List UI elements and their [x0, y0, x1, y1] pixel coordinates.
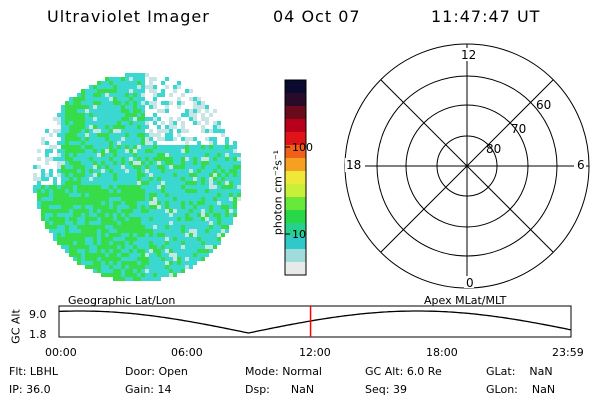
colorbar-tick-10: 10	[292, 228, 306, 241]
timeline-left-label: Geographic Lat/Lon	[68, 294, 176, 307]
altitude-curve	[58, 310, 572, 334]
status-gc-alt: GC Alt: 6.0 Re	[365, 365, 442, 378]
timeline-x-tick-1200: 12:00	[299, 346, 331, 359]
altitude-timeline	[58, 305, 572, 338]
mlt-label-18: 18	[346, 158, 361, 172]
polar-grid: 12 18 6 0 60 70 80	[344, 43, 590, 290]
instrument-title: Ultraviolet Imager	[47, 7, 210, 26]
lat-label-70: 70	[511, 122, 526, 136]
timeline-y-tick-max: 9.0	[29, 308, 47, 321]
status-dsp: Dsp: NaN	[245, 383, 315, 396]
timeline-x-tick-0600: 06:00	[171, 346, 203, 359]
lat-label-60: 60	[536, 98, 551, 112]
timeline-x-tick-1800: 18:00	[426, 346, 458, 359]
colorbar-unit-label: photon cm⁻²s⁻¹	[271, 149, 285, 236]
observation-date: 04 Oct 07	[273, 7, 361, 26]
mlt-label-12: 12	[461, 48, 476, 62]
status-mode: Mode: Normal	[245, 365, 322, 378]
status-door: Door: Open	[125, 365, 188, 378]
colorbar-tick-100: 100	[292, 141, 313, 154]
mlt-label-6: 6	[577, 158, 585, 172]
timeline-x-tick-2359: 23:59	[552, 346, 584, 359]
mlt-label-0: 0	[466, 276, 474, 290]
timeline-y-tick-min: 1.8	[29, 328, 47, 341]
timeline-y-axis-label: GC Alt	[9, 309, 23, 344]
auroral-image	[33, 73, 241, 281]
status-seq: Seq: 39	[365, 383, 407, 396]
status-gain: Gain: 14	[125, 383, 172, 396]
status-glat: GLat: NaN	[486, 365, 553, 378]
status-ip: IP: 36.0	[9, 383, 51, 396]
lat-label-80: 80	[486, 142, 501, 156]
colorbar: 100 10	[284, 79, 313, 276]
timeline-x-tick-0000: 00:00	[45, 346, 77, 359]
timeline-right-label: Apex MLat/MLT	[424, 294, 507, 307]
status-flt: Flt: LBHL	[9, 365, 58, 378]
colorbar-scale	[284, 79, 307, 276]
status-glon: GLon: NaN	[486, 383, 556, 396]
observation-time: 11:47:47 UT	[431, 7, 541, 26]
